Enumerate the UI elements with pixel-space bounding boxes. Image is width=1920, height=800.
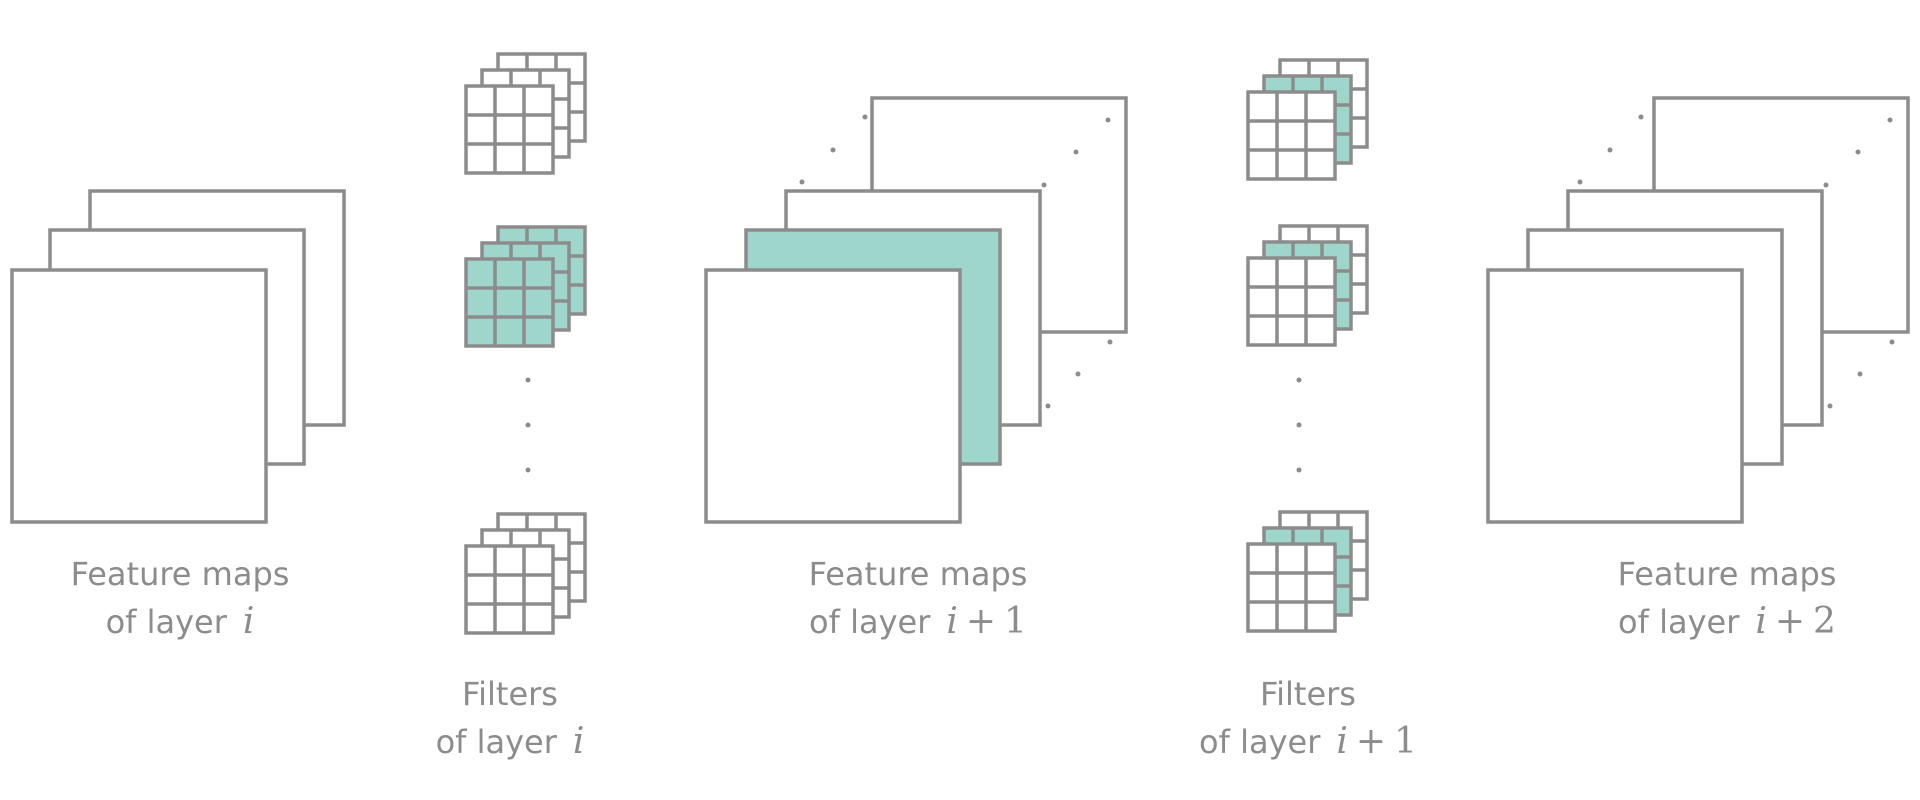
feature-maps-layer-i [10, 189, 346, 524]
label-feature-maps-layer-i: Feature maps of layer i [30, 550, 330, 646]
perspective-dot [1638, 114, 1644, 120]
feature-map-sheet [1486, 268, 1744, 524]
math-expression: i +1 [1336, 721, 1417, 762]
feature-map-sheet [704, 268, 962, 524]
perspective-dot [799, 179, 805, 185]
perspective-dot [862, 114, 868, 120]
filter-channel-front [1246, 90, 1337, 181]
perspective-dot [1073, 149, 1079, 155]
label-sub: of layer i +1 [1199, 721, 1417, 762]
math-expression: i +2 [1755, 601, 1836, 642]
perspective-dot [1855, 149, 1861, 155]
math-expression: i [572, 721, 585, 762]
filter-channel-front [464, 544, 555, 635]
ellipsis-dot [1296, 377, 1302, 383]
label-sub: of layer i +2 [1618, 601, 1836, 642]
ellipsis-dot [525, 377, 531, 383]
perspective-dot [1105, 117, 1111, 123]
label-title: Feature maps [70, 555, 290, 593]
label-title: Feature maps [808, 555, 1028, 593]
perspective-dot [830, 147, 836, 153]
label-title: Filters [1260, 675, 1356, 713]
filters-layer-i-plus-1 [1246, 58, 1369, 633]
filter-channel-front [464, 257, 555, 348]
math-expression: i +1 [946, 601, 1027, 642]
label-title: Filters [462, 675, 558, 713]
perspective-dot [1045, 403, 1051, 409]
perspective-dot [1607, 147, 1613, 153]
label-filters-layer-i-plus-1: Filters of layer i +1 [1158, 670, 1458, 766]
perspective-dot [1075, 371, 1081, 377]
filters-layer-i [464, 52, 587, 635]
perspective-dot [1577, 179, 1583, 185]
perspective-dot [1107, 339, 1113, 345]
perspective-dot [1887, 117, 1893, 123]
label-sub: of layer i [435, 721, 585, 762]
perspective-dot [1857, 371, 1863, 377]
feature-maps-layer-i-plus-2 [1486, 96, 1910, 524]
label-title: Feature maps [1617, 555, 1837, 593]
ellipsis-dot [525, 467, 531, 473]
ellipsis-dot [1296, 467, 1302, 473]
filter-channel-front [1246, 542, 1337, 633]
label-sub: of layer i +1 [809, 601, 1027, 642]
perspective-dot [1823, 182, 1829, 188]
label-filters-layer-i: Filters of layer i [360, 670, 660, 766]
perspective-dot [1041, 182, 1047, 188]
perspective-dot [1827, 403, 1833, 409]
feature-map-sheet [10, 268, 268, 524]
label-feature-maps-layer-i-plus-2: Feature maps of layer i +2 [1577, 550, 1877, 646]
feature-maps-layer-i-plus-1 [704, 96, 1128, 524]
filter-channel-front [1246, 256, 1337, 347]
math-expression: i [242, 601, 255, 642]
ellipsis-dot [525, 422, 531, 428]
perspective-dot [1889, 339, 1895, 345]
label-sub: of layer i [105, 601, 255, 642]
label-feature-maps-layer-i-plus-1: Feature maps of layer i +1 [768, 550, 1068, 646]
filter-channel-front [464, 84, 555, 175]
ellipsis-dot [1296, 422, 1302, 428]
